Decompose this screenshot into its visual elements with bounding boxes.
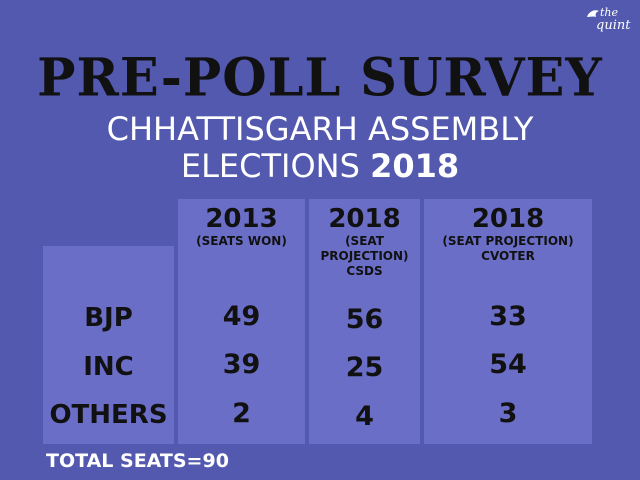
total-seats: TOTAL SEATS=90 — [46, 450, 229, 472]
page-title: PRE-POLL SURVEY — [37, 47, 603, 109]
table-cell: 25 — [345, 352, 384, 383]
column-panel-2018-cvoter — [424, 199, 592, 444]
table-cell: 33 — [489, 301, 527, 332]
table-cell: 54 — [489, 349, 527, 380]
table-cell: 2 — [232, 398, 251, 429]
subtitle-line-2: ELECTIONS 2018 — [0, 147, 640, 185]
quint-bird-icon — [587, 10, 599, 17]
table-cell: 3 — [498, 398, 518, 429]
column-header-2018-cvoter: 2018 (SEAT PROJECTION) CVOTER — [424, 204, 592, 264]
column-year: 2018 — [328, 204, 401, 234]
subtitle-elections: ELECTIONS — [180, 147, 360, 185]
column-desc-line: (SEAT PROJECTION) — [442, 234, 574, 248]
logo-word-the: the — [600, 6, 619, 19]
quint-logo: the quint — [586, 6, 632, 36]
column-year: 2013 — [205, 204, 278, 234]
column-desc-line: (SEAT — [345, 234, 384, 248]
subtitle-year: 2018 — [370, 147, 460, 185]
table-cell: 56 — [345, 304, 384, 335]
column-desc-line: PROJECTION) — [320, 249, 409, 263]
column-panel-2013 — [178, 199, 305, 444]
column-desc-line: CSDS — [346, 264, 383, 278]
party-label-others: OTHERS — [49, 400, 168, 430]
column-header-2013: 2013 (SEATS WON) — [178, 204, 305, 249]
column-desc-line: (SEATS WON) — [196, 234, 287, 248]
logo-word-quint: quint — [596, 18, 631, 33]
column-panel-2018-csds — [309, 199, 420, 444]
table-cell: 4 — [355, 401, 374, 432]
party-column-panel — [43, 246, 174, 444]
column-year: 2018 — [471, 204, 545, 234]
column-header-2018-csds: 2018 (SEAT PROJECTION) CSDS — [309, 204, 420, 279]
party-label-inc: INC — [83, 352, 134, 382]
party-label-bjp: BJP — [84, 303, 133, 333]
column-desc-line: CVOTER — [481, 249, 535, 263]
table-cell: 49 — [222, 301, 261, 332]
subtitle-line-1: CHHATTISGARH ASSEMBLY — [106, 110, 534, 148]
table-cell: 39 — [222, 349, 261, 380]
